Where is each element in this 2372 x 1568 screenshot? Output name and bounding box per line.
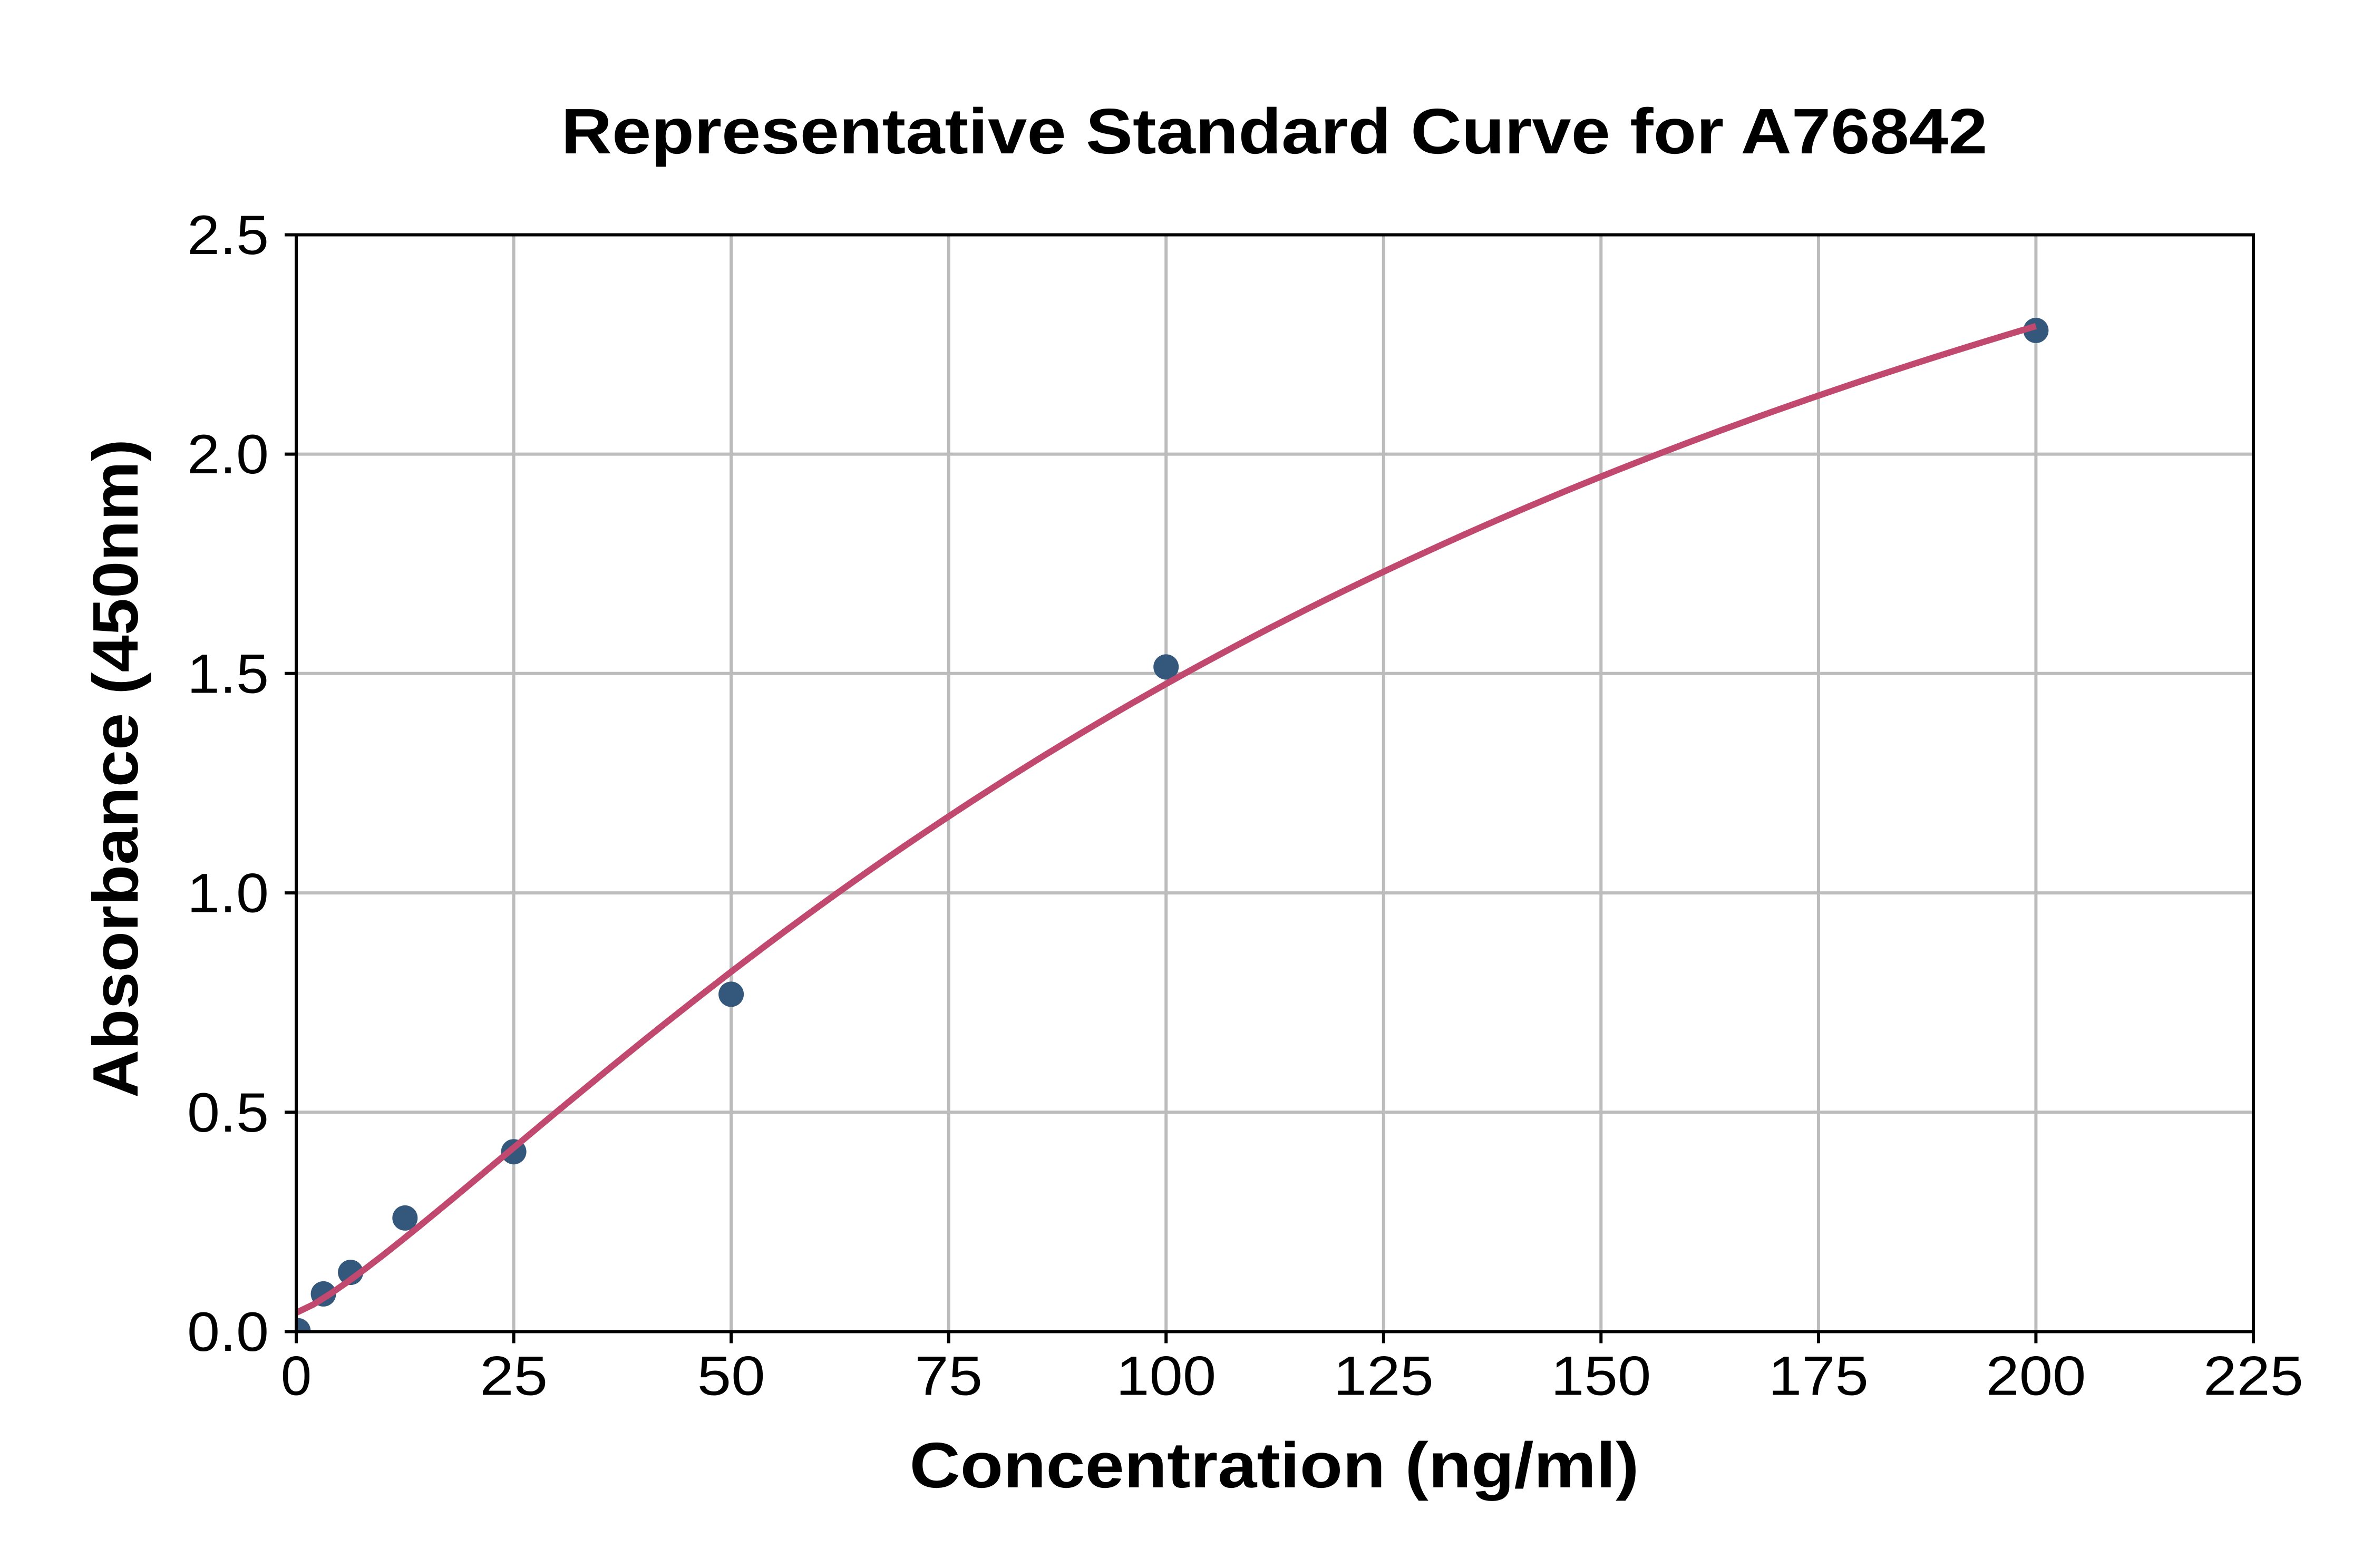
svg-text:Concentration (ng/ml): Concentration (ng/ml) bbox=[910, 1429, 1639, 1501]
svg-text:1.0: 1.0 bbox=[187, 863, 269, 924]
svg-text:Absorbance (450nm): Absorbance (450nm) bbox=[80, 439, 151, 1098]
svg-text:0.5: 0.5 bbox=[187, 1082, 269, 1144]
svg-text:225: 225 bbox=[2203, 1346, 2303, 1407]
svg-text:75: 75 bbox=[915, 1346, 983, 1407]
svg-text:125: 125 bbox=[1334, 1346, 1434, 1407]
svg-text:100: 100 bbox=[1116, 1346, 1216, 1407]
svg-text:175: 175 bbox=[1768, 1346, 1869, 1407]
svg-text:2.5: 2.5 bbox=[187, 204, 269, 266]
svg-text:150: 150 bbox=[1551, 1346, 1651, 1407]
svg-text:1.5: 1.5 bbox=[187, 643, 269, 705]
svg-text:25: 25 bbox=[480, 1346, 548, 1407]
svg-text:0.0: 0.0 bbox=[187, 1301, 269, 1363]
svg-text:0: 0 bbox=[281, 1346, 312, 1407]
svg-text:Representative Standard Curve: Representative Standard Curve for A76842 bbox=[561, 95, 1988, 167]
svg-text:200: 200 bbox=[1986, 1346, 2086, 1407]
svg-text:2.0: 2.0 bbox=[187, 424, 269, 485]
svg-text:50: 50 bbox=[697, 1346, 765, 1407]
